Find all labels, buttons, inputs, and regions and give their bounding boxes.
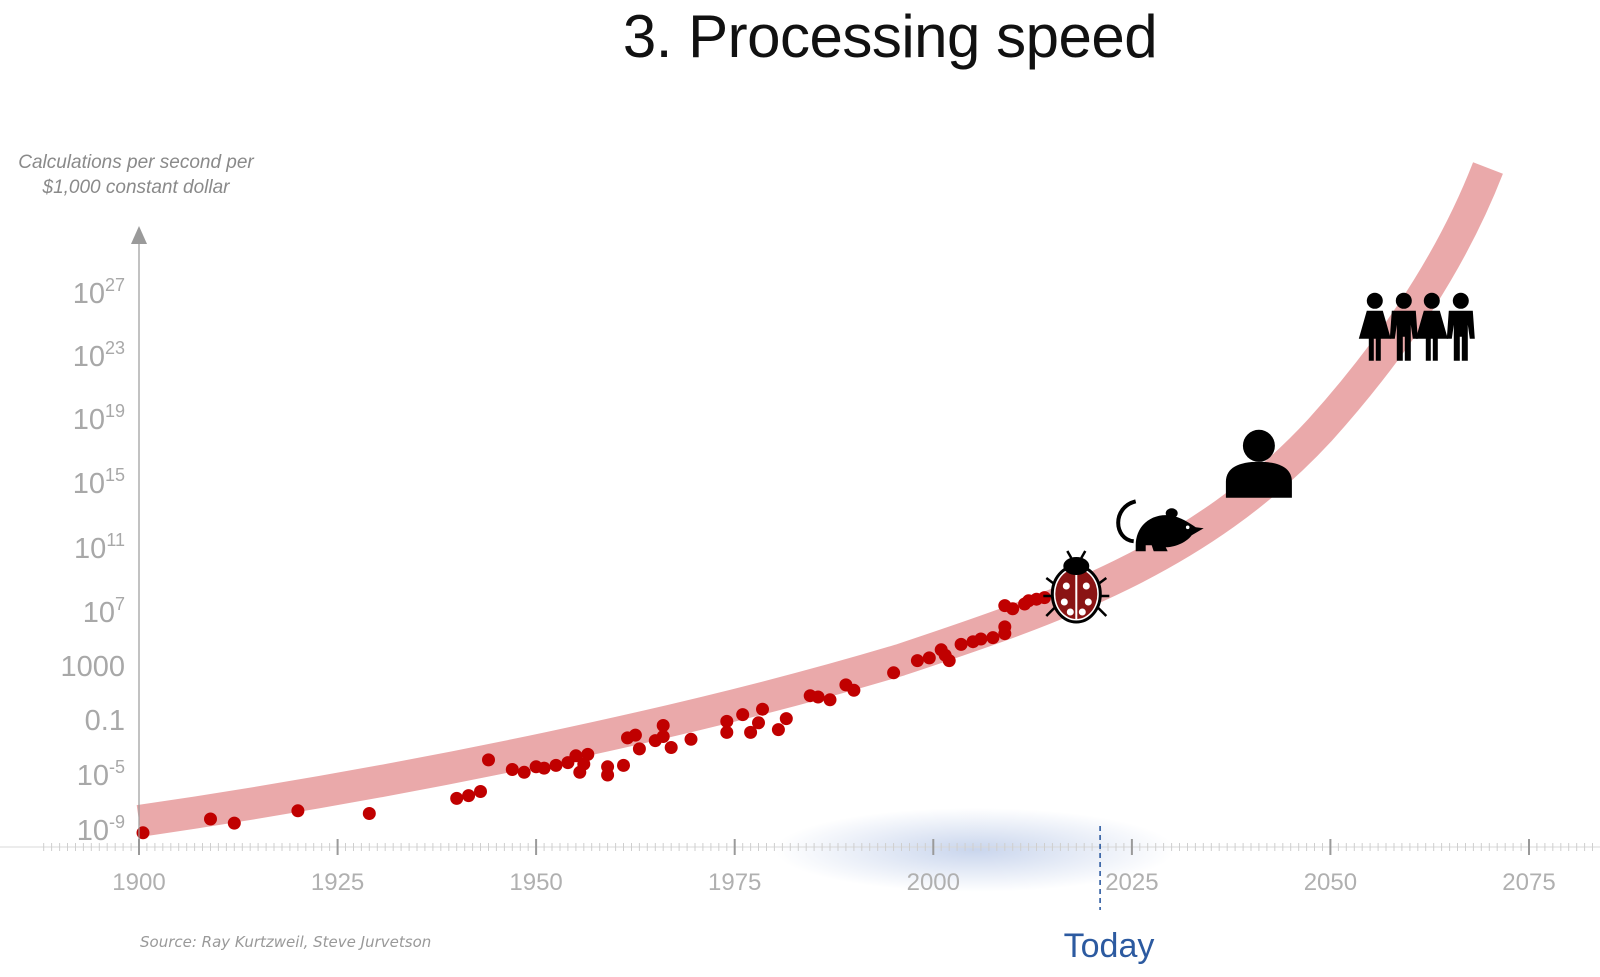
x-tick-label: 2000 [907,869,960,896]
chart-title: 3. Processing speed [622,3,1158,70]
data-point [664,741,678,754]
data-point [887,666,901,680]
data-point [617,758,630,772]
mouse-icon [1116,499,1204,552]
data-point [1038,591,1051,605]
data-point [736,708,750,722]
y-tick-label: 1027 [73,275,125,310]
y-axis-label-line-2: $1,000 constant dollar [42,177,230,198]
today-glow [775,808,1175,892]
data-point [1006,602,1020,616]
data-point [291,804,305,818]
y-tick-label: 1000 [60,651,125,683]
data-point [656,730,670,743]
data-point [771,723,785,737]
data-point [954,637,968,651]
y-axis-arrow-icon [131,226,147,244]
data-point [752,716,765,730]
data-point [517,765,531,779]
y-tick-label: 10-9 [77,812,125,847]
data-point [136,826,150,840]
data-point [537,761,551,775]
data-point [922,651,936,665]
data-point [581,747,595,761]
data-point [779,712,793,726]
x-tick-label: 1900 [112,869,165,896]
data-point [628,728,642,742]
data-point [656,719,670,732]
data-point [204,812,217,826]
y-tick-label: 1015 [73,465,125,500]
data-point [744,725,758,739]
data-point [569,749,583,763]
y-tick-label: 107 [83,594,125,629]
x-tick-label: 1950 [509,869,562,896]
data-point [942,654,956,668]
person-icon [1225,429,1292,498]
y-tick-label: 0.1 [85,705,125,737]
x-tick-label: 2075 [1502,869,1555,896]
milestone-icons [1043,292,1475,624]
data-point [462,789,476,803]
data-point [986,631,1000,645]
data-point [505,763,519,776]
x-tick-label: 2050 [1304,869,1357,896]
data-point [601,760,615,774]
data-points [136,587,1083,840]
axes: 1900 1925 1950 1975 2000 2025 2050 2075 10-9 10-5… [0,226,1600,910]
data-point [756,702,769,716]
data-point [720,725,734,739]
data-point [823,693,837,707]
data-point [847,683,861,697]
y-tick-label: 1011 [74,530,125,565]
data-point [974,632,988,646]
data-point [720,714,734,728]
ladybug-icon [1043,550,1110,624]
data-point [482,753,495,767]
data-point [998,620,1012,634]
four-people-icon [1358,292,1475,361]
y-tick-label: 1023 [73,338,125,373]
data-point [549,758,563,772]
data-point [632,742,646,756]
today-label: Today [1063,927,1155,965]
data-point [811,690,825,704]
source-note: Source: Ray Kurtzweil, Steve Jurvetson [140,933,432,951]
x-tick-label: 1925 [311,869,364,896]
y-axis-label: Calculations per second per $1,000 const… [0,150,272,200]
data-point [450,791,464,805]
data-point [474,785,487,798]
data-point [227,816,241,830]
data-point [684,732,698,746]
y-tick-label: 1019 [73,401,125,436]
y-axis-label-line-1: Calculations per second per [18,152,254,173]
y-tick-label: 10-5 [77,757,125,792]
data-point [910,654,924,668]
data-point [362,807,376,820]
x-tick-label: 2025 [1105,869,1158,896]
x-tick-label: 1975 [708,869,761,896]
